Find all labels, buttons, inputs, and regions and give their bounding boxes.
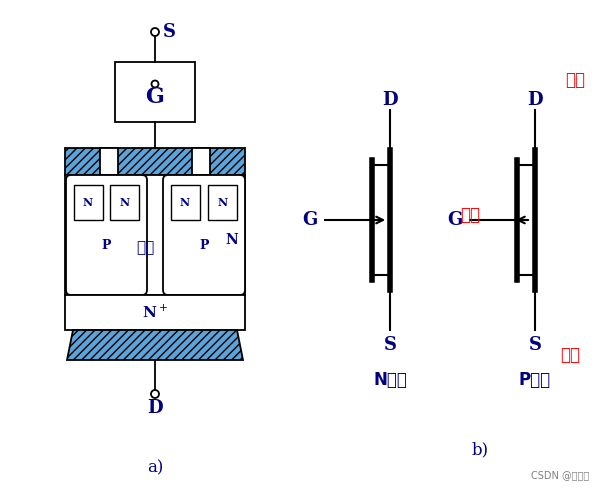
Polygon shape: [65, 175, 245, 295]
FancyBboxPatch shape: [163, 175, 245, 295]
Polygon shape: [115, 62, 195, 122]
Polygon shape: [208, 185, 237, 220]
Text: N: N: [225, 233, 238, 247]
Text: P沟道: P沟道: [519, 371, 551, 389]
Text: S: S: [384, 336, 397, 354]
Text: a): a): [147, 460, 163, 476]
Text: P: P: [102, 239, 111, 251]
Polygon shape: [100, 148, 118, 175]
Text: G: G: [146, 86, 165, 108]
Text: G: G: [302, 211, 317, 229]
Text: S: S: [529, 336, 542, 354]
Polygon shape: [74, 185, 103, 220]
Text: P: P: [200, 239, 209, 251]
Polygon shape: [110, 185, 139, 220]
FancyBboxPatch shape: [66, 175, 147, 295]
Text: G: G: [448, 211, 462, 229]
Text: D: D: [382, 91, 398, 109]
Polygon shape: [192, 148, 210, 175]
Polygon shape: [65, 295, 245, 330]
Text: N: N: [218, 197, 228, 208]
Text: 漏极: 漏极: [565, 71, 585, 89]
Polygon shape: [67, 330, 243, 360]
Text: CSDN @张柏理: CSDN @张柏理: [531, 470, 589, 480]
Text: N: N: [120, 197, 130, 208]
Text: N沟道: N沟道: [373, 371, 407, 389]
Text: 沟道: 沟道: [136, 241, 154, 255]
Text: 源极: 源极: [560, 346, 580, 364]
Text: 栅极: 栅极: [460, 206, 480, 224]
Polygon shape: [65, 148, 245, 175]
Text: b): b): [472, 441, 489, 459]
Polygon shape: [171, 185, 200, 220]
Text: N: N: [180, 197, 190, 208]
Text: N: N: [83, 197, 93, 208]
Text: D: D: [527, 91, 543, 109]
Text: N$^+$: N$^+$: [142, 304, 168, 321]
Text: D: D: [147, 399, 163, 417]
Text: S: S: [163, 23, 176, 41]
